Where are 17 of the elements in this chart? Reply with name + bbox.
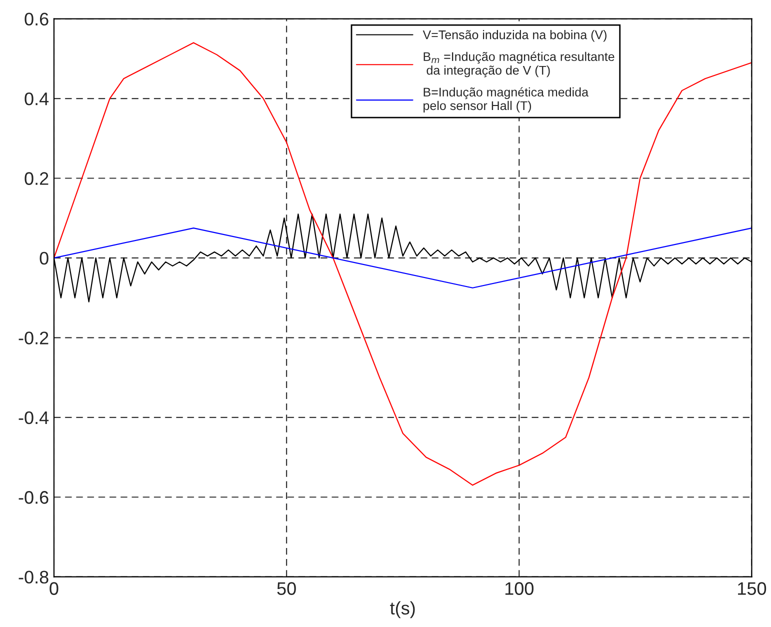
y-tick-label: -0.4 <box>18 411 49 424</box>
x-tick-label: 50 <box>277 582 296 595</box>
x-tick-label: 0 <box>50 582 58 595</box>
x-tick-label: 100 <box>505 582 534 595</box>
y-tick-label: 0.6 <box>24 12 48 26</box>
y-tick-label: -0.8 <box>18 570 48 584</box>
line-series <box>54 42 752 486</box>
y-tick-label: -0.2 <box>18 332 48 344</box>
y-tick-label: 0 <box>40 252 48 265</box>
y-tick-label: 0.2 <box>24 172 48 185</box>
legend-label: B$_{m}$ =Indução magnética resultante da integração de V (T) <box>424 52 614 78</box>
legend-label: V=Tensão induzida na bobina (V) <box>422 30 606 42</box>
x-axis-title: t(s) <box>390 601 415 618</box>
y-tick-label: 0.4 <box>24 92 49 106</box>
y-tick-label: -0.6 <box>18 491 48 504</box>
x-tick-label: 150 <box>738 582 766 595</box>
legend-label: B=Indução magnética medida pelo sensor Hall (T) <box>424 87 588 113</box>
